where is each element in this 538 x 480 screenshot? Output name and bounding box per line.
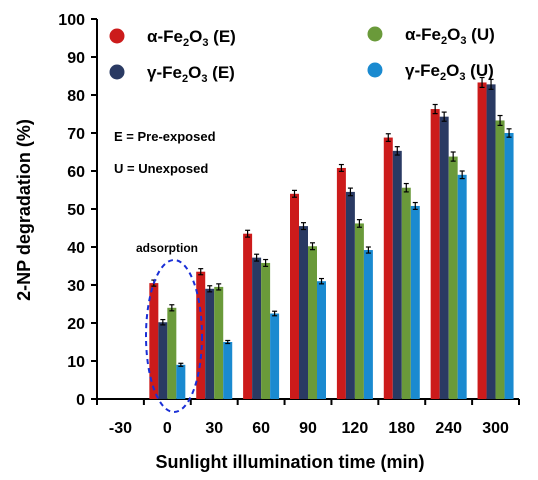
x-tick-label: 90 bbox=[299, 420, 317, 437]
bar bbox=[363, 250, 373, 399]
y-tick-label: 80 bbox=[67, 88, 85, 105]
y-axis-label: 2-NP degradation (%) bbox=[14, 119, 34, 301]
bar bbox=[486, 84, 496, 400]
bar bbox=[345, 191, 355, 399]
y-tick-label: 60 bbox=[67, 164, 85, 181]
bar bbox=[270, 313, 280, 399]
y-tick-label: 10 bbox=[67, 354, 85, 371]
adsorption-label: adsorption bbox=[136, 241, 198, 255]
bar bbox=[439, 116, 449, 399]
legend-label: α-Fe2O3 (U) bbox=[405, 25, 495, 47]
y-tick-label: 30 bbox=[67, 278, 85, 295]
y-tick-label: 100 bbox=[58, 12, 85, 29]
bar bbox=[383, 137, 393, 399]
legend-label: γ-Fe2O3 (U) bbox=[405, 61, 494, 83]
legend-marker bbox=[109, 64, 125, 80]
bar bbox=[252, 257, 262, 399]
bar bbox=[299, 226, 308, 399]
adsorption-ellipse bbox=[145, 259, 203, 413]
y-tick-label: 0 bbox=[76, 392, 85, 409]
x-tick-label: 30 bbox=[205, 420, 223, 437]
bar bbox=[176, 364, 186, 399]
y-tick-label: 20 bbox=[67, 316, 85, 333]
bar bbox=[149, 283, 159, 399]
bar bbox=[223, 342, 233, 399]
x-axis-label: Sunlight illumination time (min) bbox=[156, 452, 425, 472]
legend-marker bbox=[367, 26, 383, 42]
bar bbox=[448, 156, 458, 399]
bar bbox=[354, 223, 364, 399]
chart-bars bbox=[149, 76, 514, 400]
note-pre-exposed: E = Pre-exposed bbox=[114, 129, 216, 144]
bar bbox=[430, 109, 440, 399]
chart-legend: α-Fe2O3 (E) γ-Fe2O3 (E) α-Fe2O3 (U) γ-Fe2O3… bbox=[109, 25, 495, 85]
bar bbox=[261, 262, 271, 399]
note-unexposed: U = Unexposed bbox=[114, 161, 208, 176]
bar bbox=[290, 193, 299, 399]
y-tick-labels: 0 10 20 30 40 50 60 70 80 90 100 bbox=[58, 12, 85, 409]
bar bbox=[243, 233, 253, 399]
y-tick-label: 70 bbox=[67, 126, 85, 143]
x-tick-labels: -30 0 30 60 90 120 180 240 300 bbox=[109, 420, 509, 437]
x-tick-label: 180 bbox=[388, 420, 415, 437]
x-tick-label: 240 bbox=[435, 420, 462, 437]
legend-marker bbox=[109, 28, 125, 44]
bar bbox=[457, 174, 467, 399]
x-tick-label: 60 bbox=[252, 420, 270, 437]
legend-label: α-Fe2O3 (E) bbox=[147, 27, 236, 49]
bar bbox=[392, 150, 402, 399]
bar bbox=[214, 286, 224, 399]
y-tick-label: 40 bbox=[67, 240, 85, 257]
bar bbox=[504, 133, 514, 399]
x-tick-label: 120 bbox=[342, 420, 369, 437]
bar bbox=[401, 187, 411, 399]
bar bbox=[167, 307, 177, 399]
bar bbox=[410, 205, 420, 399]
bar bbox=[336, 167, 346, 399]
x-tick-label: 0 bbox=[163, 420, 172, 437]
y-tick-label: 90 bbox=[67, 50, 85, 67]
legend-label: γ-Fe2O3 (E) bbox=[147, 63, 235, 85]
bar bbox=[308, 246, 317, 399]
x-tick-label: 300 bbox=[482, 420, 509, 437]
bar bbox=[158, 322, 168, 399]
bar bbox=[495, 120, 505, 400]
chart-notes: E = Pre-exposed U = Unexposed adsorption bbox=[114, 129, 216, 413]
legend-marker bbox=[367, 62, 383, 78]
x-tick-label: -30 bbox=[109, 420, 132, 437]
bar bbox=[205, 288, 215, 399]
y-tick-label: 50 bbox=[67, 202, 85, 219]
bar bbox=[196, 271, 206, 399]
bar bbox=[477, 82, 487, 400]
bar bbox=[317, 281, 326, 399]
